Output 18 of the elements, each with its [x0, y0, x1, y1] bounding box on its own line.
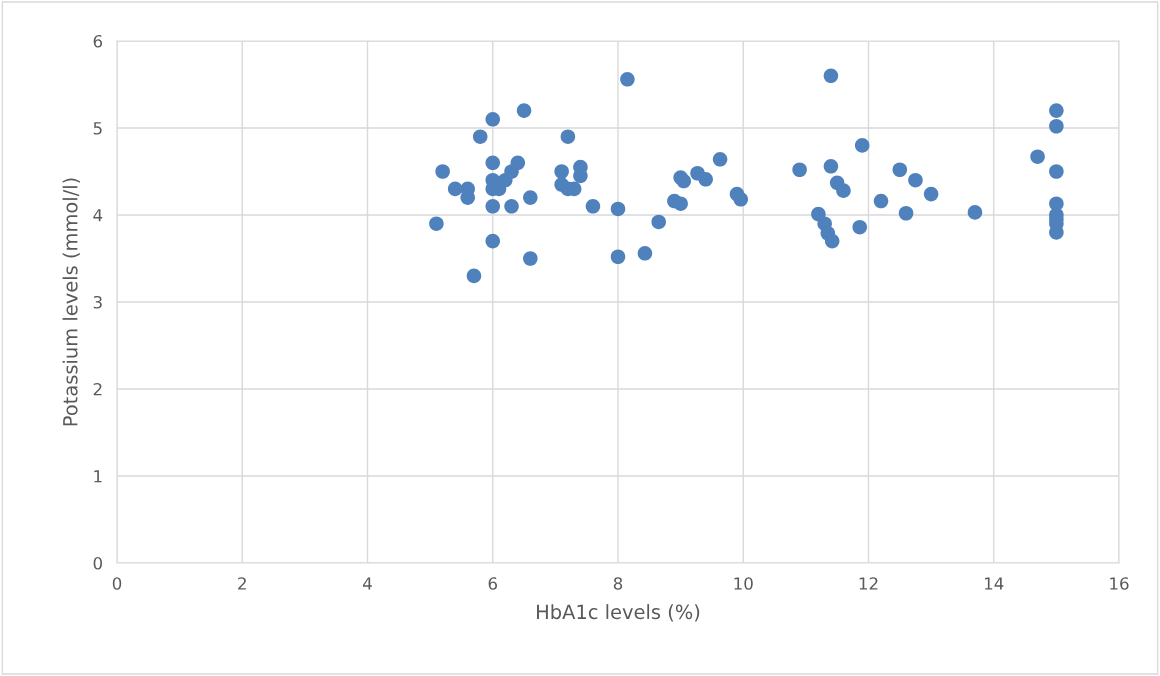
x-tick-label: 2 [238, 577, 246, 590]
x-tick-label: 0 [112, 577, 122, 590]
x-tick-label: 6 [488, 577, 497, 590]
y-tick-label: 5 [93, 122, 102, 135]
x-tick-label: 8 [613, 577, 623, 590]
y-tick-label: 6 [93, 34, 103, 48]
y-tick-label: 0 [93, 556, 102, 570]
x-tick-label: 12 [859, 577, 878, 590]
x-tick-label: 4 [363, 577, 372, 590]
x-axis-title: HbA1c levels (%) [537, 604, 700, 622]
y-tick-label: 1 [94, 470, 102, 483]
x-tick-label: 16 [1110, 577, 1129, 590]
y-tick-label: 3 [93, 295, 102, 309]
x-tick-label: 10 [734, 577, 753, 590]
y-tick-label: 4 [93, 209, 103, 222]
y-axis-title: Potassium levels (mmol/l) [62, 178, 80, 426]
x-tick-label: 14 [984, 577, 1004, 590]
y-tick-label: 2 [93, 382, 102, 396]
